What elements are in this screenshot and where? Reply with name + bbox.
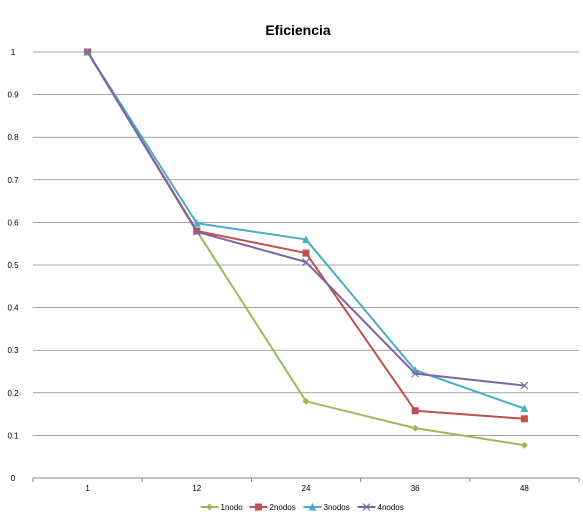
y-tick-label: 0 — [11, 474, 16, 483]
data-point-3nodos — [520, 404, 529, 413]
y-tick-label: 0.4 — [7, 304, 19, 313]
chart-title: Eficiencia — [265, 22, 331, 38]
x-tick-label: 36 — [411, 484, 420, 493]
legend-marker — [206, 503, 213, 511]
x-tick-label: 1 — [85, 484, 90, 493]
data-point-1nodo — [411, 424, 419, 432]
y-tick-label: 0.7 — [7, 176, 19, 185]
legend-label: 3nodos — [324, 503, 350, 512]
data-point-3nodos — [302, 235, 310, 243]
legend-marker — [362, 503, 371, 511]
legend-label: 4nodos — [378, 503, 404, 512]
legend: 1nodo 2nodos 3nodos 4nodos — [200, 503, 404, 512]
y-tick-label: 0.2 — [7, 389, 19, 398]
data-point-2nodos — [520, 415, 528, 423]
y-tick-label: 0.5 — [7, 261, 19, 270]
axes: 0 0.1 0.2 0.3 0.4 0.5 0.6 0.7 0.8 0.9 1 1 12 24 36 48 — [7, 48, 580, 493]
legend-marker — [308, 503, 317, 511]
y-tick-label: 0.6 — [7, 218, 19, 227]
data-point-4nodos — [192, 227, 201, 236]
y-tick-label: 0.9 — [7, 91, 19, 100]
data-point-4nodos — [302, 258, 310, 266]
series-lines — [83, 48, 529, 449]
x-tick-label: 48 — [520, 484, 529, 493]
y-tick-label: 0.1 — [7, 431, 19, 440]
legend-marker — [255, 503, 262, 511]
series-4nodos — [83, 48, 529, 390]
data-point-3nodos — [192, 219, 201, 227]
x-tick-label: 12 — [192, 484, 201, 493]
legend-label: 1nodo — [221, 503, 244, 512]
gridlines — [33, 51, 579, 436]
legend-item-1nodo: 1nodo — [200, 503, 244, 512]
y-tick-label: 0.3 — [7, 346, 19, 355]
legend-item-4nodos: 4nodos — [357, 503, 404, 512]
data-point-4nodos — [411, 369, 420, 378]
y-tick-label: 1 — [11, 48, 16, 57]
legend-label: 2nodos — [270, 503, 296, 512]
y-tick-label: 0.8 — [7, 133, 19, 142]
data-point-1nodo — [302, 397, 310, 405]
legend-item-3nodos: 3nodos — [303, 503, 350, 512]
data-point-1nodo — [520, 441, 528, 449]
data-point-2nodos — [411, 407, 419, 415]
data-point-4nodos — [520, 381, 529, 390]
x-tick-label: 24 — [302, 484, 311, 493]
data-point-2nodos — [302, 249, 310, 257]
legend-item-2nodos: 2nodos — [249, 503, 296, 512]
data-point-4nodos — [83, 48, 92, 56]
